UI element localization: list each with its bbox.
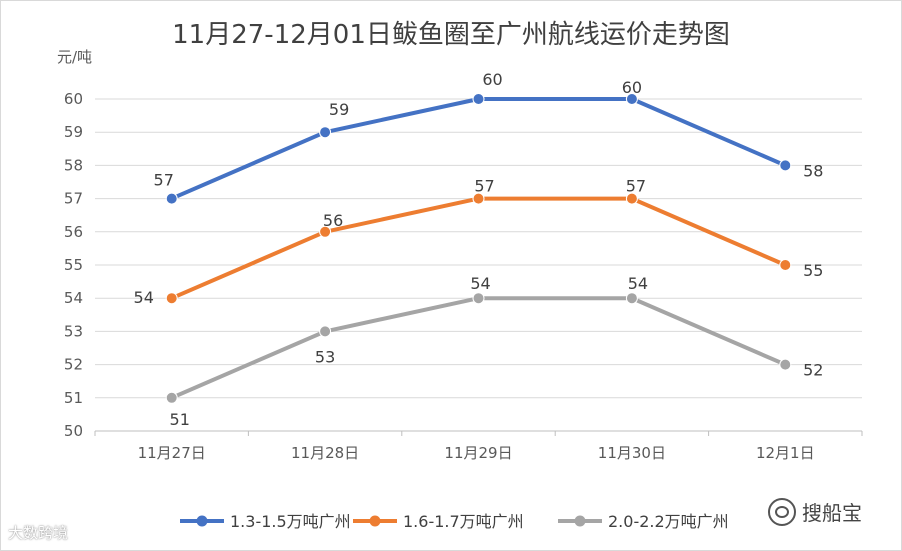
data-point <box>779 159 792 172</box>
x-tick-label: 11月30日 <box>598 444 666 462</box>
data-label: 53 <box>315 347 335 366</box>
x-tick-label: 11月27日 <box>138 444 206 462</box>
data-point <box>319 126 332 139</box>
data-point <box>472 292 485 305</box>
y-tick-label: 56 <box>64 223 83 241</box>
x-tick-label: 11月29日 <box>444 444 512 462</box>
y-tick-label: 57 <box>64 190 83 208</box>
data-label: 58 <box>803 161 823 180</box>
y-tick-label: 58 <box>64 156 83 174</box>
data-label: 54 <box>470 274 490 293</box>
y-tick-label: 51 <box>64 389 83 407</box>
data-label: 52 <box>803 361 823 380</box>
data-label: 57 <box>626 177 646 196</box>
data-label: 59 <box>329 100 349 119</box>
data-label: 56 <box>323 211 343 230</box>
y-tick-label: 52 <box>64 356 83 374</box>
data-point <box>165 192 178 205</box>
data-point <box>319 225 332 238</box>
legend-label: 1.3-1.5万吨广州 <box>230 512 351 531</box>
x-tick-label: 11月28日 <box>291 444 359 462</box>
wechat-icon <box>768 497 796 526</box>
legend-label: 2.0-2.2万吨广州 <box>608 512 729 531</box>
y-tick-label: 53 <box>64 322 83 340</box>
data-label: 60 <box>622 78 642 97</box>
data-point <box>319 325 332 338</box>
watermark-right: 搜船宝 <box>768 497 862 526</box>
series-line <box>169 296 788 400</box>
legend-label: 1.6-1.7万吨广州 <box>403 512 524 531</box>
data-label: 55 <box>803 261 823 280</box>
y-tick-label: 59 <box>64 123 83 141</box>
watermark-left: 大数跨境 <box>8 524 69 542</box>
data-label: 54 <box>628 274 648 293</box>
data-label: 57 <box>154 171 174 190</box>
data-label: 57 <box>474 177 494 196</box>
y-axis-label: 元/吨 <box>57 48 92 66</box>
data-point <box>625 93 638 105</box>
legend-marker <box>574 515 586 527</box>
data-point <box>165 391 178 404</box>
watermark-right-text: 搜船宝 <box>802 501 862 525</box>
y-tick-label: 55 <box>64 256 83 274</box>
data-point <box>165 292 178 305</box>
data-point <box>472 93 485 105</box>
chart-title: 11月27-12月01日鲅鱼圈至广州航线运价走势图 <box>172 20 730 50</box>
y-tick-label: 50 <box>64 422 83 440</box>
data-point <box>625 292 638 305</box>
data-point <box>779 358 792 371</box>
data-point <box>472 192 485 205</box>
data-point <box>625 192 638 205</box>
data-label: 60 <box>482 70 502 89</box>
data-label: 54 <box>134 288 154 307</box>
y-tick-label: 54 <box>64 289 83 307</box>
data-point <box>779 259 792 271</box>
data-label: 51 <box>170 410 190 429</box>
legend-marker <box>196 515 208 527</box>
legend-marker <box>369 515 381 527</box>
x-tick-label: 12月1日 <box>756 444 815 462</box>
y-tick-label: 60 <box>64 90 83 108</box>
